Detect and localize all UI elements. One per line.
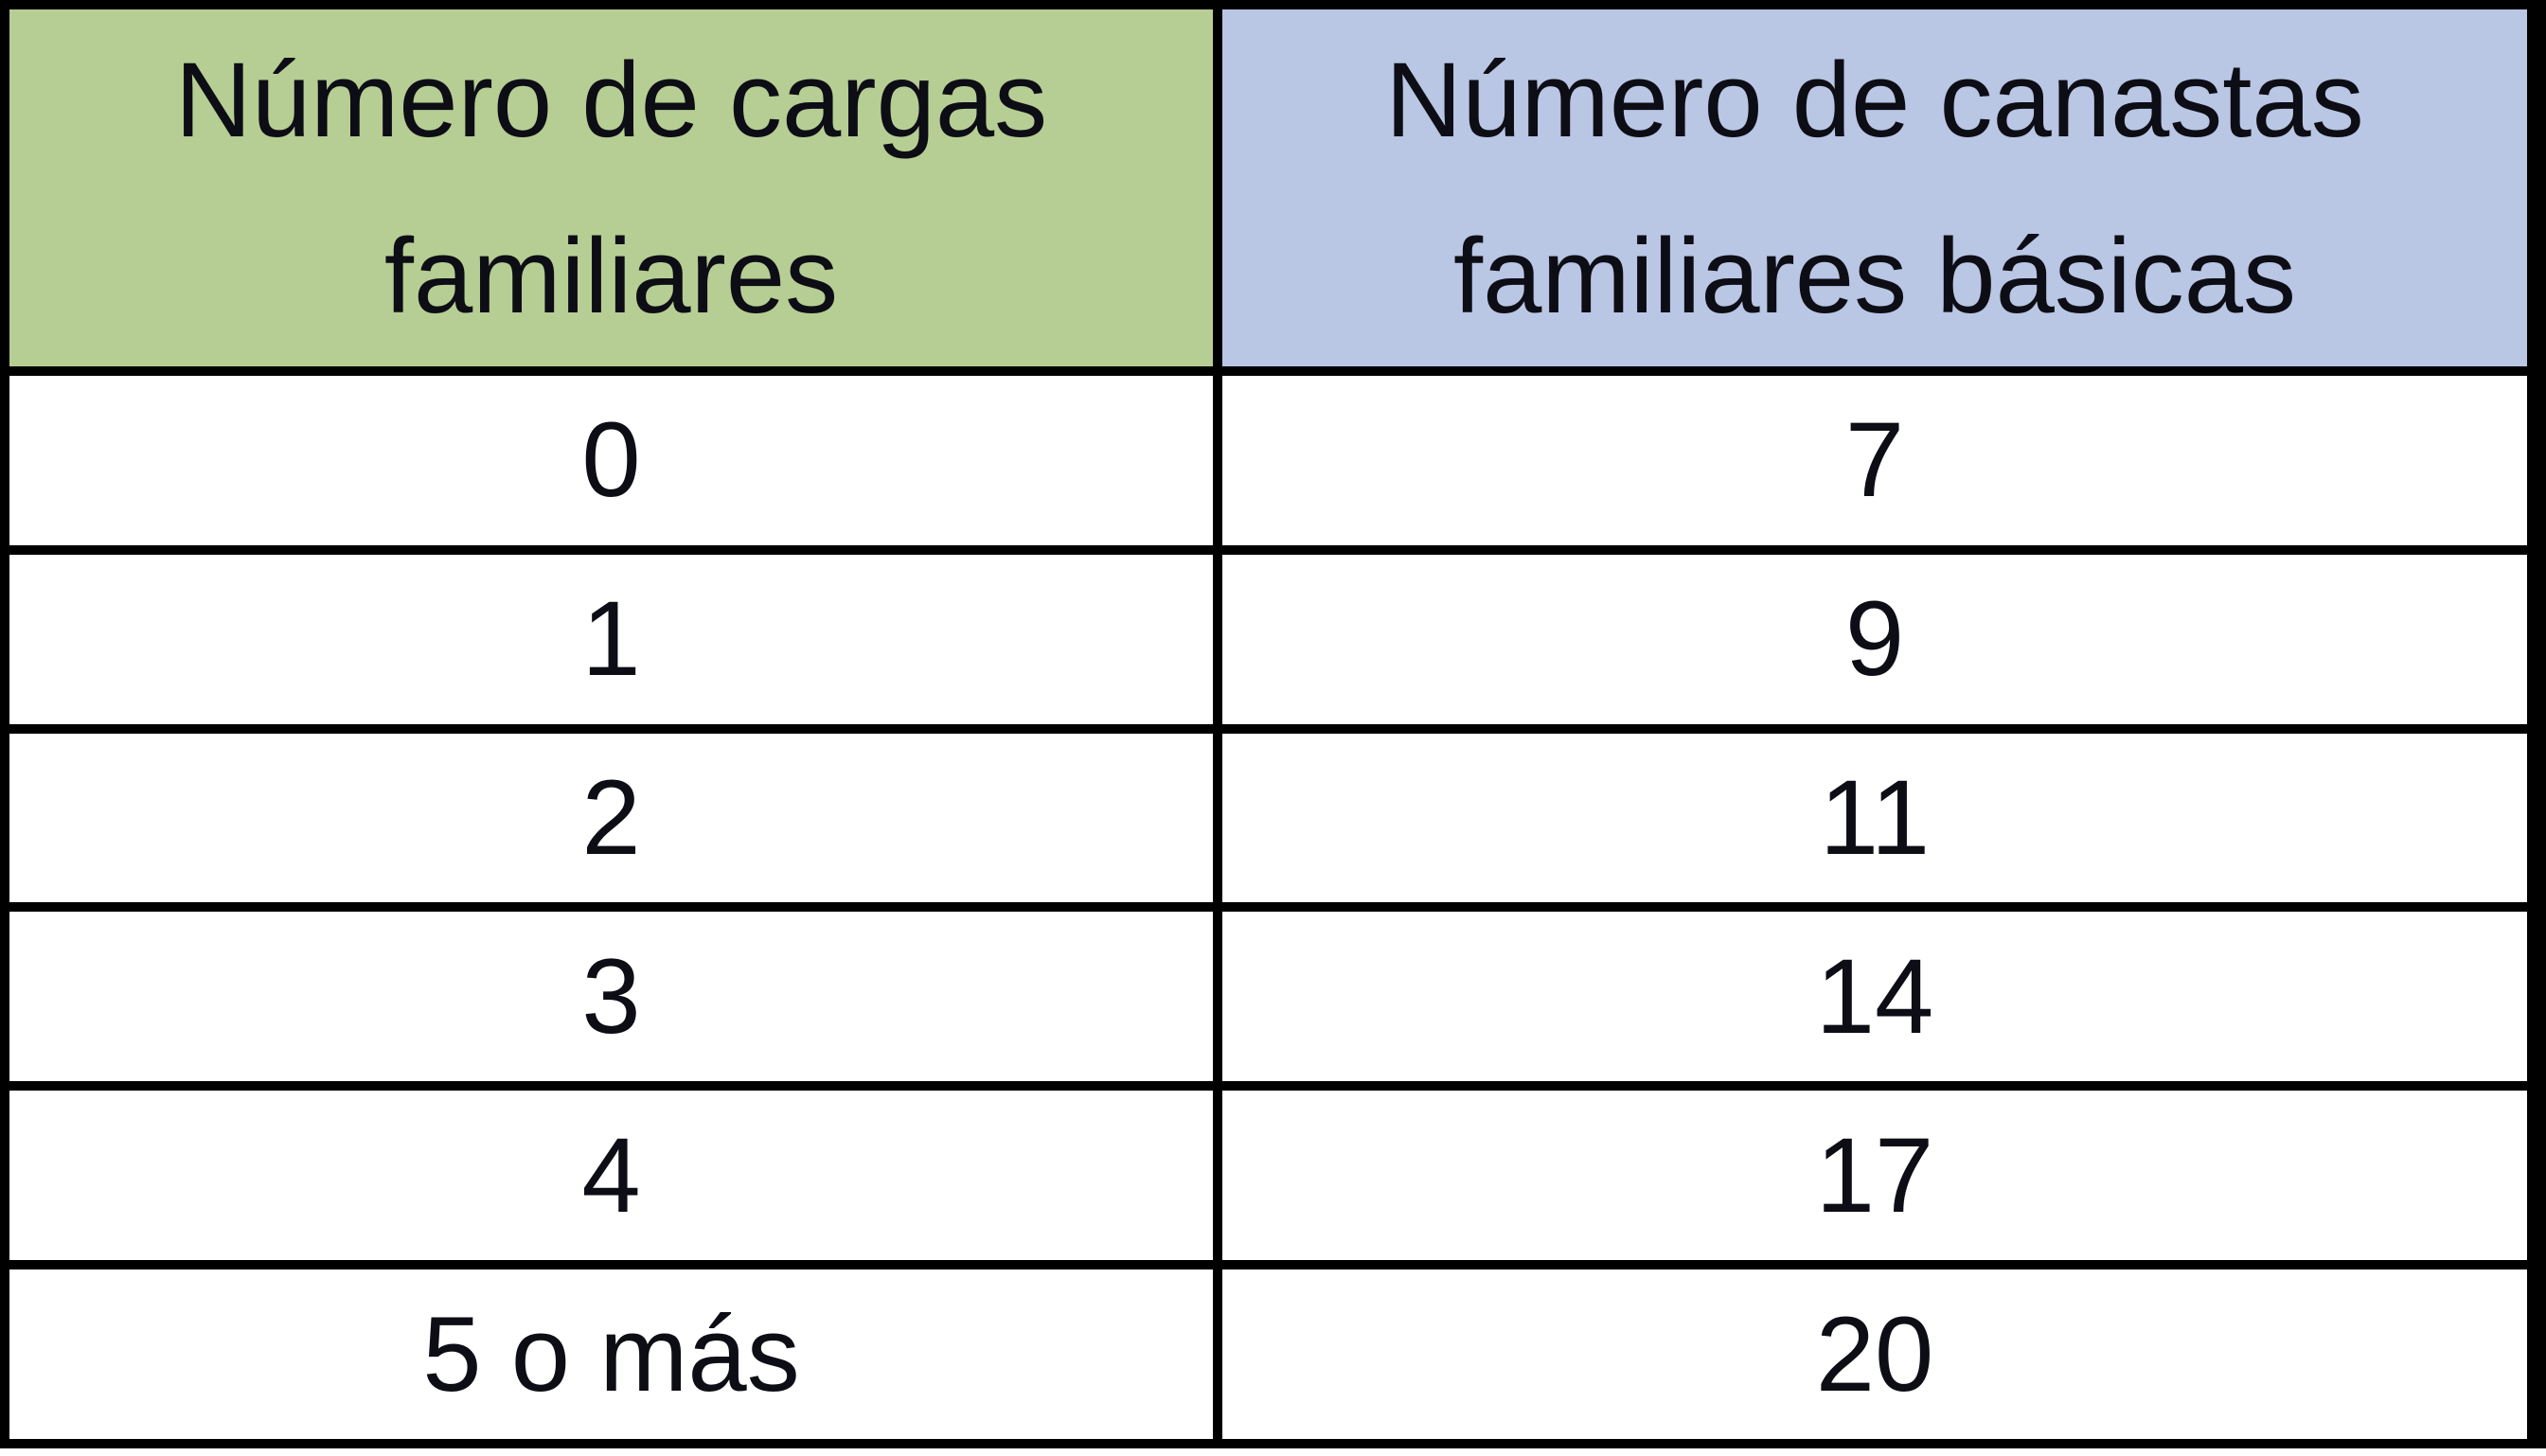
header-cargas-line-1: Número de cargas xyxy=(174,40,1048,159)
cell-cargas-row-5: 5 o más xyxy=(9,1270,1213,1439)
cell-canastas-row-3: 14 xyxy=(1222,912,2527,1082)
cell-canastas-row-5: 20 xyxy=(1222,1270,2527,1439)
cell-cargas-row-1: 1 xyxy=(9,554,1213,724)
cell-canastas-row-0: 7 xyxy=(1222,376,2527,545)
header-canastas-line-1: Número de canastas xyxy=(1385,40,2364,159)
cell-cargas-row-3: 3 xyxy=(9,912,1213,1082)
header-cargas-line-2: familiares xyxy=(383,216,839,335)
cell-canastas-row-1: 9 xyxy=(1222,554,2527,724)
header-cell-cargas: Número de cargas familiares xyxy=(9,9,1213,366)
header-cell-canastas: Número de canastas familiares básicas xyxy=(1222,9,2527,366)
cell-cargas-row-2: 2 xyxy=(9,733,1213,903)
cell-cargas-row-0: 0 xyxy=(9,376,1213,545)
cell-cargas-row-4: 4 xyxy=(9,1091,1213,1261)
cell-canastas-row-2: 11 xyxy=(1222,733,2527,903)
header-canastas-line-2: familiares básicas xyxy=(1452,216,2297,335)
cell-canastas-row-4: 17 xyxy=(1222,1091,2527,1261)
